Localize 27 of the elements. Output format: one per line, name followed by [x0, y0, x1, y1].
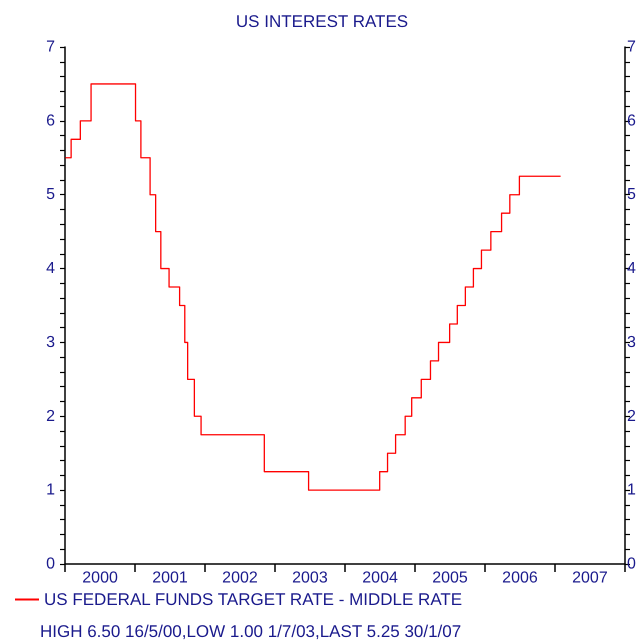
y2-tick-label: 6	[627, 112, 636, 130]
x-tick-label: 2001	[152, 570, 188, 586]
y2-tick-label: 4	[627, 260, 636, 278]
y2-tick-label: 0	[627, 556, 636, 572]
x-tick-label: 2000	[82, 570, 118, 586]
text: HIGH 6.50 16/5/00,LOW 1.00 1/7/03,LAST 5.25 30/1/07	[40, 622, 462, 641]
y2-tick-label: 7	[627, 38, 636, 56]
y2-tick-label: 2	[627, 408, 636, 425]
y-tick-label: 1	[46, 482, 56, 499]
y2-tick-label: 5	[627, 186, 636, 204]
y-tick-label: 5	[46, 186, 56, 204]
y-tick-label: 0	[46, 556, 56, 572]
x-tick-label: 2005	[432, 570, 468, 586]
legend-label: US FEDERAL FUNDS TARGET RATE - MIDDLE RATE	[44, 590, 462, 609]
y-tick-label: 4	[46, 260, 56, 278]
y2-tick-label: 1	[627, 482, 636, 499]
y-tick-label: 3	[46, 334, 56, 351]
x-tick-label: 2006	[502, 570, 538, 586]
x-tick-label: 2002	[222, 570, 258, 586]
y-tick-label: 6	[46, 112, 56, 130]
chart-title: US INTEREST RATES	[236, 12, 408, 31]
y2-tick-label: 3	[627, 334, 636, 351]
x-tick-label: 2007	[572, 570, 608, 586]
x-tick-label: 2003	[292, 570, 328, 586]
y-tick-label: 7	[46, 38, 56, 56]
x-tick-label: 2004	[362, 570, 398, 586]
y-tick-label: 2	[46, 408, 56, 425]
